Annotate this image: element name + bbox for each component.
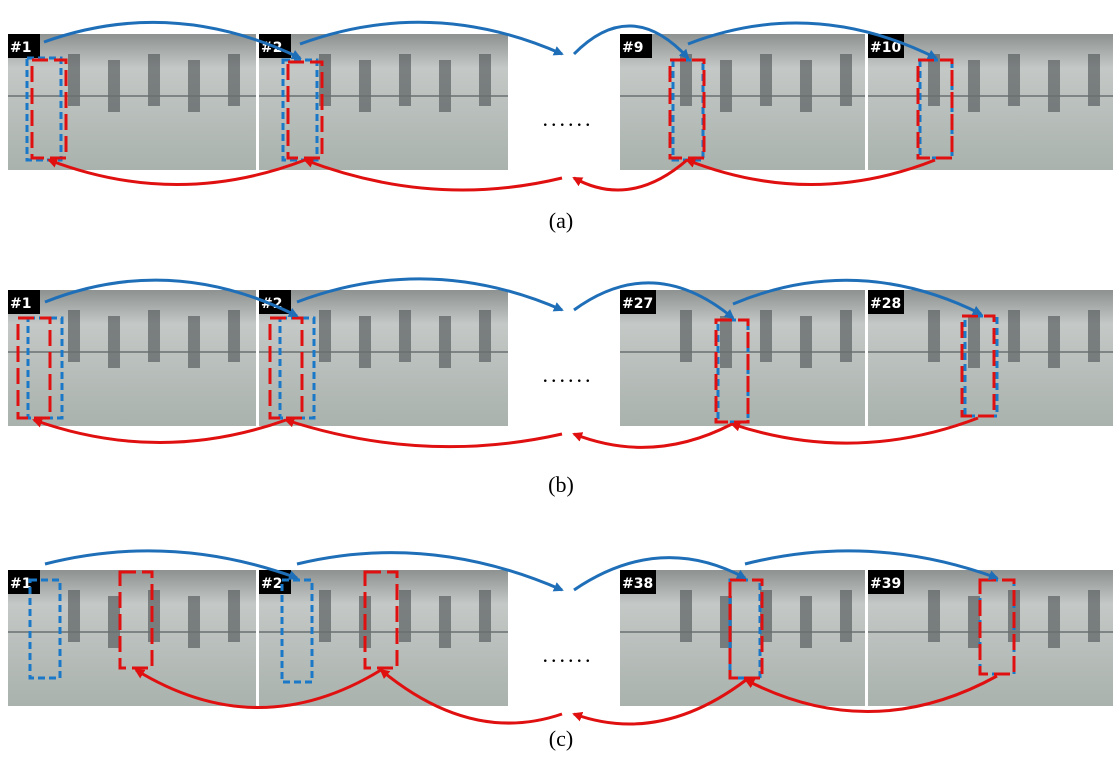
- person: [968, 596, 980, 648]
- person: [68, 590, 80, 642]
- person: [188, 316, 200, 368]
- person: [148, 54, 160, 106]
- arrow: [574, 424, 732, 447]
- person: [228, 310, 240, 362]
- person: [359, 316, 371, 368]
- person: [840, 54, 852, 106]
- video-frame: [259, 570, 508, 706]
- video-frame: [620, 34, 865, 170]
- person: [928, 310, 940, 362]
- person: [968, 60, 980, 112]
- person: [680, 54, 692, 106]
- frame-label: #1: [10, 40, 31, 56]
- person: [399, 54, 411, 106]
- person: [760, 310, 772, 362]
- person: [108, 316, 120, 368]
- caption: (a): [549, 208, 573, 233]
- person: [840, 590, 852, 642]
- person: [319, 590, 331, 642]
- frame-label: #38: [622, 576, 653, 592]
- person: [680, 310, 692, 362]
- person: [319, 310, 331, 362]
- person: [228, 54, 240, 106]
- video-frame: [620, 570, 865, 706]
- video-frame: [259, 34, 508, 170]
- person: [228, 590, 240, 642]
- person: [68, 310, 80, 362]
- person: [1048, 596, 1060, 648]
- video-frame: [8, 570, 256, 706]
- person: [1088, 54, 1100, 106]
- person: [800, 316, 812, 368]
- person: [399, 590, 411, 642]
- video-frame: [259, 290, 508, 426]
- video-frame: [8, 34, 256, 170]
- person: [1008, 54, 1020, 106]
- frame-label: #1: [10, 576, 31, 592]
- person: [928, 590, 940, 642]
- video-frame: [868, 290, 1113, 426]
- caption: (c): [549, 726, 573, 751]
- person: [760, 54, 772, 106]
- frame-label: #39: [870, 576, 901, 592]
- frame-label: #27: [622, 296, 653, 312]
- video-frame: [8, 290, 256, 426]
- person: [399, 310, 411, 362]
- person: [928, 54, 940, 106]
- person: [800, 596, 812, 648]
- person: [1088, 590, 1100, 642]
- person: [359, 60, 371, 112]
- caption: (b): [548, 472, 574, 497]
- frame-label: #9: [622, 40, 643, 56]
- ellipsis: ......: [543, 642, 594, 667]
- person: [439, 60, 451, 112]
- person: [1048, 316, 1060, 368]
- person: [479, 310, 491, 362]
- person: [439, 596, 451, 648]
- ellipsis: ......: [543, 106, 594, 131]
- person: [680, 590, 692, 642]
- person: [108, 60, 120, 112]
- person: [720, 60, 732, 112]
- video-frame: [620, 290, 865, 426]
- video-frame: [868, 34, 1113, 170]
- person: [840, 310, 852, 362]
- person: [439, 316, 451, 368]
- ellipsis: ......: [543, 362, 594, 387]
- person: [720, 316, 732, 368]
- frame-label: #28: [870, 296, 901, 312]
- frame-label: #1: [10, 296, 31, 312]
- frame-label: #2: [261, 576, 282, 592]
- person: [1048, 60, 1060, 112]
- person: [1008, 310, 1020, 362]
- video-frame: [868, 570, 1113, 706]
- person: [479, 590, 491, 642]
- person: [148, 310, 160, 362]
- person: [188, 596, 200, 648]
- person: [68, 54, 80, 106]
- person: [148, 590, 160, 642]
- person: [800, 60, 812, 112]
- person: [1088, 310, 1100, 362]
- person: [968, 316, 980, 368]
- person: [188, 60, 200, 112]
- person: [108, 596, 120, 648]
- person: [479, 54, 491, 106]
- figure: #1#2#9#10......(a)#1#2#27#28......(b)#1#…: [0, 0, 1114, 766]
